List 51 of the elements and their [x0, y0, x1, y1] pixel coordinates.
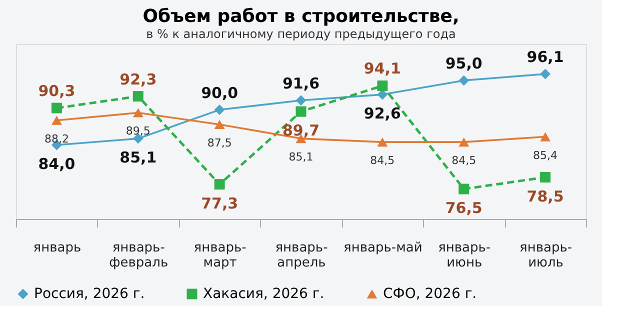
data-label: 76,5	[445, 199, 482, 217]
point	[540, 68, 551, 80]
legend-label: Россия, 2026 г.	[34, 286, 145, 302]
data-label: 89,7	[282, 122, 320, 140]
point	[377, 80, 388, 91]
data-label: 85,1	[288, 150, 314, 164]
point	[296, 95, 306, 106]
point	[458, 138, 470, 147]
point	[214, 104, 225, 116]
data-label: 84,5	[370, 154, 395, 168]
point	[458, 184, 470, 194]
data-label: 84,0	[38, 154, 76, 173]
point	[132, 108, 144, 118]
point	[51, 116, 62, 125]
data-label: 94,1	[364, 60, 401, 78]
point	[51, 102, 62, 114]
point	[214, 179, 225, 190]
x-tick-label: январь-июнь	[438, 240, 491, 270]
point	[214, 120, 225, 129]
chart-title: Объем работ в строительстве,	[142, 6, 460, 27]
point	[458, 75, 470, 86]
data-label: 90,0	[201, 84, 238, 102]
data-label: 92,6	[364, 104, 401, 123]
data-label: 84,5	[452, 154, 476, 168]
data-label: 95,0	[445, 54, 482, 72]
x-tick-label: январь-май	[344, 240, 422, 256]
data-label: 92,3	[120, 70, 157, 88]
x-tick-label: январь-апрель	[275, 240, 328, 270]
data-label: 89,5	[126, 124, 150, 138]
legend-label: СФО, 2026 г.	[383, 286, 477, 302]
data-label: 90,3	[38, 82, 76, 100]
x-tick-label: январь	[33, 240, 82, 256]
x-tick-label: январь-март	[194, 240, 247, 270]
point	[540, 132, 551, 142]
x-tick-label: январь-июль	[520, 240, 572, 270]
data-label: 88,2	[44, 132, 69, 146]
point	[296, 106, 306, 117]
data-label: 96,1	[526, 48, 564, 66]
point	[132, 91, 144, 102]
data-label: 85,4	[533, 148, 558, 162]
data-label: 78,5	[526, 187, 564, 206]
chart-subtitle: в % к аналогичному периоду предыдущего года	[146, 27, 456, 41]
x-tick-label: январь-февраль	[109, 240, 168, 270]
point	[377, 138, 388, 147]
legend-label: Хакасия, 2026 г.	[203, 286, 324, 302]
data-label: 87,5	[207, 136, 232, 150]
data-label: 85,1	[120, 148, 157, 167]
data-label: 77,3	[201, 194, 238, 212]
point	[540, 172, 551, 183]
point	[377, 89, 388, 100]
data-label: 91,6	[282, 74, 320, 92]
